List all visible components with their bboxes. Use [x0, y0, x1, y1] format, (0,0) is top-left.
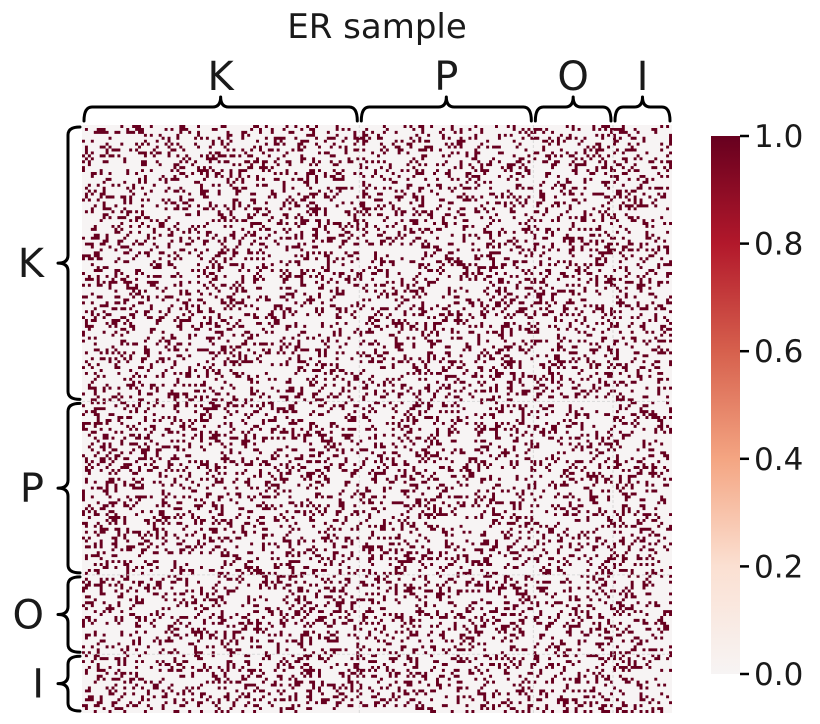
colorbar-tick-label: 0.4 [754, 442, 803, 478]
block-boundaries [82, 125, 672, 713]
left-brace-i [56, 654, 82, 713]
colorbar-ticks: 0.0 0.2 0.4 0.6 0.8 1.0 [740, 119, 803, 693]
heatmap-active-cells [82, 125, 672, 713]
top-brace-o [533, 95, 613, 123]
top-block-label-p: P [434, 54, 458, 100]
left-block-braces: K P OI [13, 125, 82, 713]
colorbar-tick-label: 0.8 [754, 227, 803, 263]
left-block-label-i: I [32, 662, 44, 708]
top-block-label-k: K [208, 54, 236, 100]
colorbar-tick-label: 0.2 [754, 549, 803, 585]
left-brace-p [56, 401, 82, 575]
top-block-label-i: I [637, 54, 649, 100]
top-block-label-o: O [557, 54, 588, 100]
top-brace-p [359, 95, 533, 123]
left-block-label-o: O [13, 593, 44, 639]
top-brace-i [613, 95, 672, 123]
left-block-label-k: K [18, 241, 46, 287]
left-block-label-p: P [20, 466, 44, 512]
chart-title: ER sample [287, 7, 467, 47]
colorbar-tick-label: 1.0 [754, 119, 803, 155]
heatmap-matrix [82, 125, 672, 713]
colorbar: 0.0 0.2 0.4 0.6 0.8 1.0 [711, 119, 803, 693]
top-brace-k [82, 95, 359, 123]
left-brace-o [56, 575, 82, 654]
colorbar-tick-label: 0.6 [754, 334, 803, 370]
left-brace-k [56, 125, 82, 401]
colorbar-strip [711, 136, 740, 674]
colorbar-tick-label: 0.0 [754, 657, 803, 693]
